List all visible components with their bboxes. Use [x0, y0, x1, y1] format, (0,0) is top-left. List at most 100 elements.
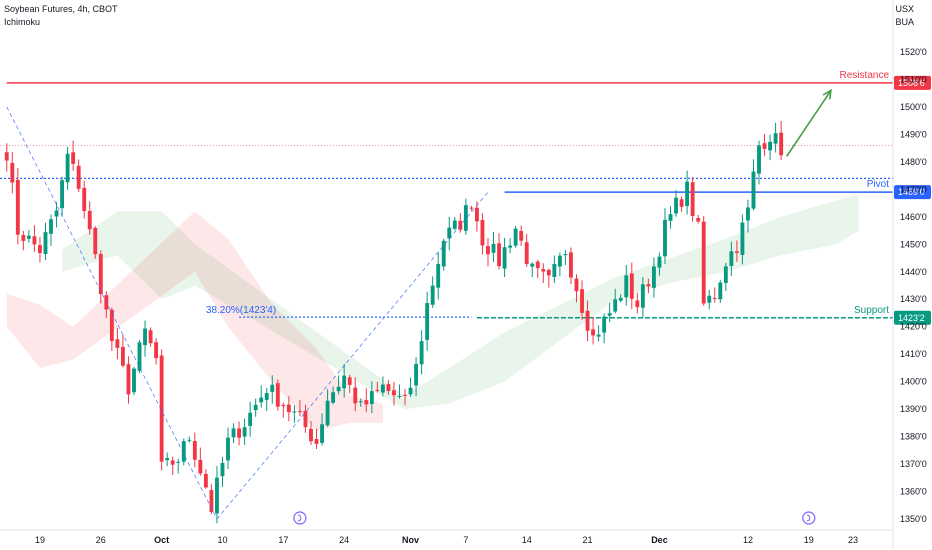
candle — [26, 230, 31, 243]
candle-body — [281, 405, 286, 407]
candle-body — [607, 313, 612, 316]
y-tick-label: 1440'0 — [900, 267, 927, 277]
y-tick-label: 1390'0 — [900, 404, 927, 414]
x-tick-label: 19 — [804, 535, 814, 545]
candle-body — [248, 412, 253, 426]
candle — [98, 250, 103, 304]
candle — [226, 427, 230, 470]
x-tick-label: 21 — [583, 535, 593, 545]
candle-body — [569, 252, 573, 278]
candle-body — [38, 245, 42, 254]
y-tick-label: 1460'0 — [900, 212, 927, 222]
candle-body — [358, 401, 363, 403]
candle — [203, 469, 208, 489]
candle — [154, 338, 159, 365]
candle — [762, 133, 767, 157]
candle — [530, 262, 535, 278]
candle — [38, 236, 42, 263]
candle-body — [403, 394, 407, 396]
candle-body — [342, 375, 347, 389]
event-icon-ring — [293, 511, 307, 525]
candle-body — [712, 297, 717, 299]
candle-body — [297, 411, 302, 413]
candle — [685, 170, 690, 215]
candle — [425, 291, 430, 351]
ichimoku-cloud — [6, 194, 859, 432]
candle — [707, 289, 712, 310]
candle — [10, 151, 15, 194]
candle-body — [541, 269, 546, 272]
candle — [701, 216, 706, 306]
candle — [347, 374, 352, 394]
candle-body — [364, 400, 369, 405]
candle — [585, 300, 590, 342]
candle-body — [4, 152, 9, 161]
candle-body — [535, 261, 540, 269]
candle — [15, 168, 20, 245]
candle-body — [751, 171, 756, 209]
candle — [497, 233, 501, 270]
candle-body — [629, 273, 634, 299]
candle — [259, 385, 264, 408]
price-axis[interactable]: 1520'0 1510'0 1500'0 1490'0 1480'0 1470'0 1460… — [892, 0, 927, 550]
time-axis[interactable]: 19 26 Oct 10 17 24 Nov 7 14 21 Dec 12 19 23 — [0, 529, 893, 545]
candle-body — [253, 404, 258, 411]
candle — [325, 389, 330, 427]
candle — [430, 276, 435, 308]
candle — [380, 376, 385, 397]
candle-body — [220, 462, 225, 477]
candle — [519, 225, 524, 246]
candle-body — [242, 427, 247, 437]
candle-body — [707, 295, 712, 303]
x-tick-label: 17 — [278, 535, 288, 545]
candle — [679, 196, 684, 212]
candle-body — [580, 289, 584, 313]
y-tick-label: 1360'0 — [900, 487, 927, 497]
candle-body — [508, 245, 513, 248]
candle — [668, 206, 673, 229]
y-tick-label: 1470'0 — [900, 184, 927, 194]
candle — [358, 398, 363, 407]
x-tick-label: Oct — [154, 535, 169, 545]
candle-body — [181, 441, 186, 462]
y-tick-label: 1450'0 — [900, 239, 927, 249]
x-tick-label: 23 — [848, 535, 858, 545]
indicator-label[interactable]: Ichimoku — [4, 17, 41, 27]
candle — [602, 313, 607, 344]
candle-body — [397, 395, 402, 397]
candle-body — [441, 240, 446, 267]
candle — [353, 377, 358, 412]
candle-body — [640, 284, 645, 308]
candle — [49, 214, 53, 246]
candle-body — [165, 458, 170, 461]
candle — [419, 330, 424, 375]
event-icon — [293, 511, 307, 525]
candle-body — [126, 364, 131, 395]
candle-body — [159, 355, 164, 462]
candle — [165, 452, 170, 467]
candle-body — [757, 145, 761, 174]
candle — [87, 201, 92, 235]
candle-body — [347, 377, 352, 385]
candle-body — [54, 210, 59, 217]
x-tick-label: 14 — [522, 535, 532, 545]
candle-body — [231, 428, 236, 438]
candle-body — [309, 428, 313, 442]
candle — [541, 263, 546, 283]
candle — [746, 199, 750, 233]
y-tick-label: 1480'0 — [900, 157, 927, 167]
candle — [314, 428, 319, 449]
candle — [32, 225, 37, 252]
candle-body — [469, 207, 474, 209]
candle — [242, 418, 247, 445]
candle — [231, 423, 236, 444]
candle-body — [303, 410, 308, 428]
unit-label[interactable]: BUA — [895, 17, 914, 27]
candle — [192, 432, 197, 468]
candle-body — [530, 263, 535, 267]
currency-label[interactable]: USX — [895, 4, 914, 14]
candle — [712, 287, 717, 303]
candle-body — [237, 428, 242, 438]
candle — [43, 222, 48, 260]
